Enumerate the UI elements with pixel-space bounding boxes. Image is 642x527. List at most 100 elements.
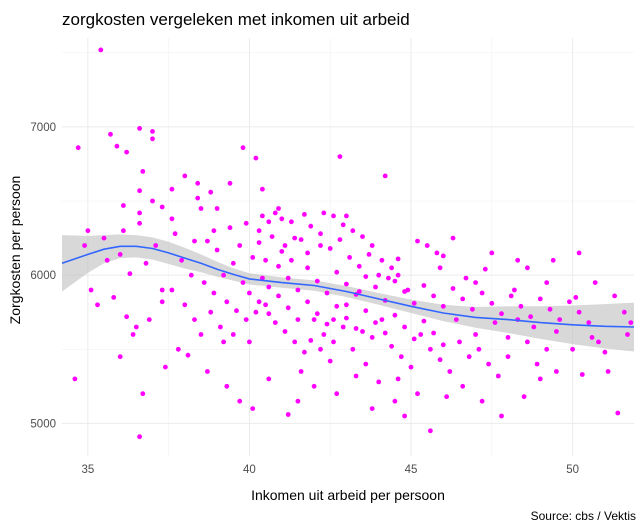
data-point	[150, 136, 155, 142]
data-point	[285, 275, 291, 281]
data-point	[544, 346, 550, 352]
data-point	[263, 302, 268, 308]
data-point	[521, 394, 527, 400]
data-point	[214, 206, 220, 211]
data-point	[395, 272, 401, 278]
data-point	[386, 275, 391, 281]
data-point	[230, 260, 236, 266]
data-point	[492, 320, 498, 325]
data-point	[444, 394, 449, 400]
data-point	[318, 346, 323, 352]
data-point	[234, 308, 239, 314]
data-point	[495, 373, 501, 379]
y-tick-label: 5000	[30, 418, 56, 430]
data-point	[185, 352, 191, 358]
data-point	[586, 320, 592, 325]
data-point	[279, 249, 285, 254]
data-point	[476, 346, 482, 352]
data-point	[415, 391, 420, 397]
data-point	[250, 406, 256, 411]
data-point	[221, 272, 227, 278]
data-point	[324, 290, 330, 296]
data-point	[337, 237, 343, 243]
data-point	[382, 173, 388, 179]
data-point	[153, 243, 159, 248]
data-point	[266, 311, 272, 317]
data-point	[224, 299, 230, 305]
data-point	[260, 186, 265, 192]
grid-minor	[62, 38, 634, 456]
data-point	[224, 383, 230, 389]
data-point	[576, 309, 582, 315]
data-point	[137, 220, 143, 226]
data-point	[489, 300, 495, 306]
data-point	[285, 305, 291, 311]
data-point	[344, 281, 349, 287]
data-point	[612, 293, 617, 299]
data-point	[124, 149, 129, 155]
data-point	[334, 269, 340, 275]
x-axis-title: Inkomen uit arbeid per persoon	[251, 487, 445, 503]
data-point	[431, 293, 436, 299]
data-point	[292, 235, 298, 241]
data-point	[124, 314, 129, 320]
data-point	[392, 312, 398, 318]
data-point	[175, 346, 181, 352]
data-point	[579, 372, 585, 377]
data-point	[285, 412, 291, 417]
data-point	[321, 210, 327, 216]
data-point	[214, 247, 220, 253]
smooth-trend-line	[61, 245, 635, 328]
data-point	[473, 280, 478, 285]
x-tick-label: 45	[405, 464, 418, 476]
confidence-band	[62, 234, 634, 352]
data-point	[376, 379, 382, 385]
data-point	[402, 324, 407, 330]
data-point	[243, 220, 249, 226]
data-point	[121, 203, 126, 208]
data-point	[247, 290, 252, 296]
data-point	[389, 343, 394, 349]
y-tick-label: 7000	[30, 122, 56, 134]
data-point	[302, 212, 307, 217]
data-point	[460, 383, 466, 389]
data-point	[295, 317, 301, 322]
data-point	[331, 213, 336, 219]
data-point	[327, 246, 333, 251]
data-point	[289, 257, 294, 263]
data-point	[389, 265, 394, 271]
data-point	[327, 358, 333, 364]
data-point	[95, 302, 100, 308]
data-point	[605, 369, 611, 374]
data-point	[256, 240, 262, 246]
data-point	[363, 308, 369, 314]
x-tick-labels: 35 40 45 50	[81, 464, 579, 476]
data-point	[305, 299, 310, 305]
data-point	[340, 222, 346, 228]
data-point	[482, 266, 488, 272]
data-point	[298, 237, 304, 243]
chart-caption: Source: cbs / Vektis	[531, 509, 636, 523]
data-point	[576, 250, 582, 256]
data-point	[360, 329, 365, 334]
data-point	[276, 293, 281, 299]
data-point	[276, 263, 281, 269]
data-point	[163, 364, 168, 370]
data-point	[230, 332, 236, 337]
data-point	[243, 317, 249, 322]
data-point	[428, 428, 433, 434]
data-point	[276, 206, 281, 211]
data-point	[140, 391, 146, 397]
data-point	[137, 188, 143, 194]
data-point	[321, 332, 327, 337]
data-point	[72, 376, 78, 382]
data-point	[373, 320, 378, 325]
data-point	[331, 339, 336, 345]
data-point	[272, 320, 278, 325]
data-point	[489, 250, 495, 256]
data-point	[75, 145, 81, 151]
data-point	[408, 364, 414, 370]
data-point	[195, 180, 201, 186]
data-point	[266, 219, 272, 225]
data-point	[463, 275, 469, 281]
